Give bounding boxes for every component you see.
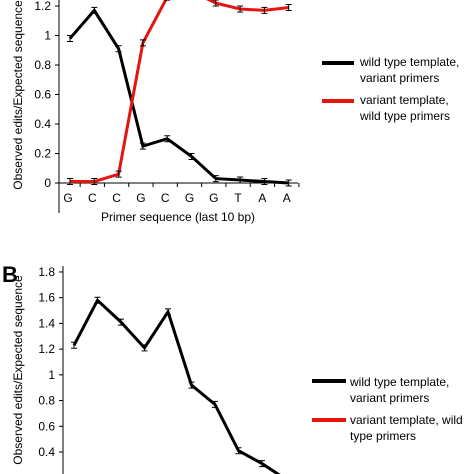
error-bar bbox=[94, 296, 101, 304]
y-axis-label: Observed edits/Expected sequence bbox=[11, 0, 25, 190]
y-tick-label: 1.6 bbox=[38, 291, 55, 305]
error-bar bbox=[237, 5, 244, 13]
y-tick-label: 0.6 bbox=[34, 88, 51, 102]
y-tick-label: 1 bbox=[44, 29, 51, 43]
x-tick-label: A bbox=[258, 191, 266, 205]
legend-label: wild type primers bbox=[359, 109, 450, 123]
y-tick-label: 0.8 bbox=[34, 58, 51, 72]
legend-label: type primers bbox=[350, 429, 416, 443]
series-line-1 bbox=[72, 297, 281, 474]
error-bar bbox=[259, 460, 265, 468]
error-bar bbox=[67, 178, 73, 186]
error-bar bbox=[285, 3, 292, 11]
y-tick-label: 1.4 bbox=[38, 316, 55, 330]
error-bar bbox=[141, 344, 148, 352]
x-tick-label: G bbox=[136, 191, 145, 205]
legend-label: variant template, wild bbox=[350, 413, 463, 427]
error-bar bbox=[261, 178, 268, 186]
y-tick-label: 0.8 bbox=[38, 394, 55, 408]
error-bar bbox=[71, 341, 77, 349]
y-tick-label: 0.6 bbox=[38, 419, 55, 433]
error-bar bbox=[212, 0, 219, 7]
error-bar bbox=[212, 400, 218, 408]
error-bar bbox=[91, 178, 98, 186]
x-tick-label: C bbox=[112, 191, 121, 205]
y-tick-label: 1.8 bbox=[38, 265, 55, 279]
error-bar bbox=[164, 135, 171, 143]
y-axis-label: Observed edits/Expected sequence bbox=[11, 275, 25, 465]
panel-label: B bbox=[2, 262, 18, 287]
error-bar bbox=[115, 170, 122, 178]
error-bar bbox=[237, 176, 244, 184]
series-line-1 bbox=[68, 7, 289, 185]
error-bar bbox=[261, 6, 268, 14]
error-bar bbox=[91, 6, 98, 14]
legend-label: wild type template, bbox=[359, 55, 459, 69]
legend-label: variant template, bbox=[360, 93, 449, 107]
y-tick-label: 0.4 bbox=[34, 117, 51, 131]
y-tick-label: 1.2 bbox=[34, 0, 51, 13]
error-bar bbox=[139, 39, 146, 47]
error-bar bbox=[118, 318, 124, 326]
x-tick-label: C bbox=[88, 191, 97, 205]
error-bar bbox=[67, 34, 73, 42]
error-bar bbox=[188, 381, 195, 389]
x-tick-label: A bbox=[283, 191, 291, 205]
y-tick-label: 1.2 bbox=[38, 342, 55, 356]
error-bar bbox=[115, 45, 122, 53]
x-tick-label: C bbox=[161, 191, 170, 205]
x-axis-label: Primer sequence (last 10 bp) bbox=[101, 210, 255, 224]
error-bar bbox=[235, 447, 242, 455]
series-line-2 bbox=[70, 0, 289, 184]
error-bar bbox=[188, 152, 195, 160]
x-tick-label: G bbox=[209, 191, 218, 205]
y-tick-label: 0.4 bbox=[38, 445, 55, 459]
chart-panel-b: B 0.4 0.6 0.8 1 1.2 1.4 1.6 1.8 Observed edits/Ex… bbox=[2, 262, 463, 474]
x-tick-label: T bbox=[234, 191, 242, 205]
legend-label: variant primers bbox=[350, 391, 429, 405]
y-tick-label: 1 bbox=[48, 368, 55, 382]
legend-label: wild type template, bbox=[349, 375, 449, 389]
error-bar bbox=[139, 142, 146, 150]
x-tick-label: G bbox=[185, 191, 194, 205]
error-bar bbox=[285, 179, 292, 187]
error-bar bbox=[212, 175, 219, 183]
x-tick-label: G bbox=[63, 191, 72, 205]
y-tick-label: 0 bbox=[44, 176, 51, 190]
error-bar bbox=[165, 308, 171, 316]
y-tick-label: 0.2 bbox=[34, 147, 51, 161]
legend-label: variant primers bbox=[360, 71, 439, 85]
